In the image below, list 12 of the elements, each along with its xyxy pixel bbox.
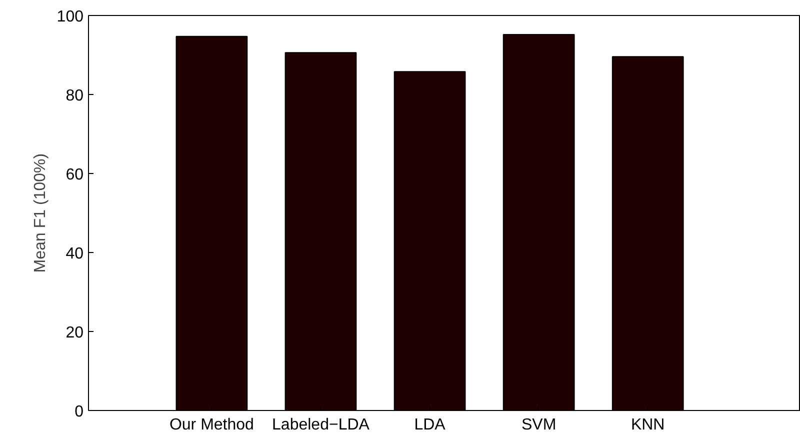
x-tick-label: Labeled−LDA bbox=[272, 416, 370, 434]
x-tick-label: LDA bbox=[414, 416, 446, 434]
y-tick-label: 100 bbox=[56, 8, 84, 26]
y-tick-label: 40 bbox=[66, 246, 84, 262]
y-tick-label: 80 bbox=[66, 88, 84, 104]
y-tick-label: 20 bbox=[66, 324, 84, 342]
x-tick-label: Our Method bbox=[169, 416, 254, 434]
x-tick-label: SVM bbox=[521, 416, 556, 434]
y-tick-label: 0 bbox=[74, 404, 84, 420]
x-tick-label: KNN bbox=[630, 416, 665, 434]
y-tick-label: 60 bbox=[66, 166, 84, 184]
y-axis-title: Mean F1 (100%) bbox=[32, 153, 49, 273]
